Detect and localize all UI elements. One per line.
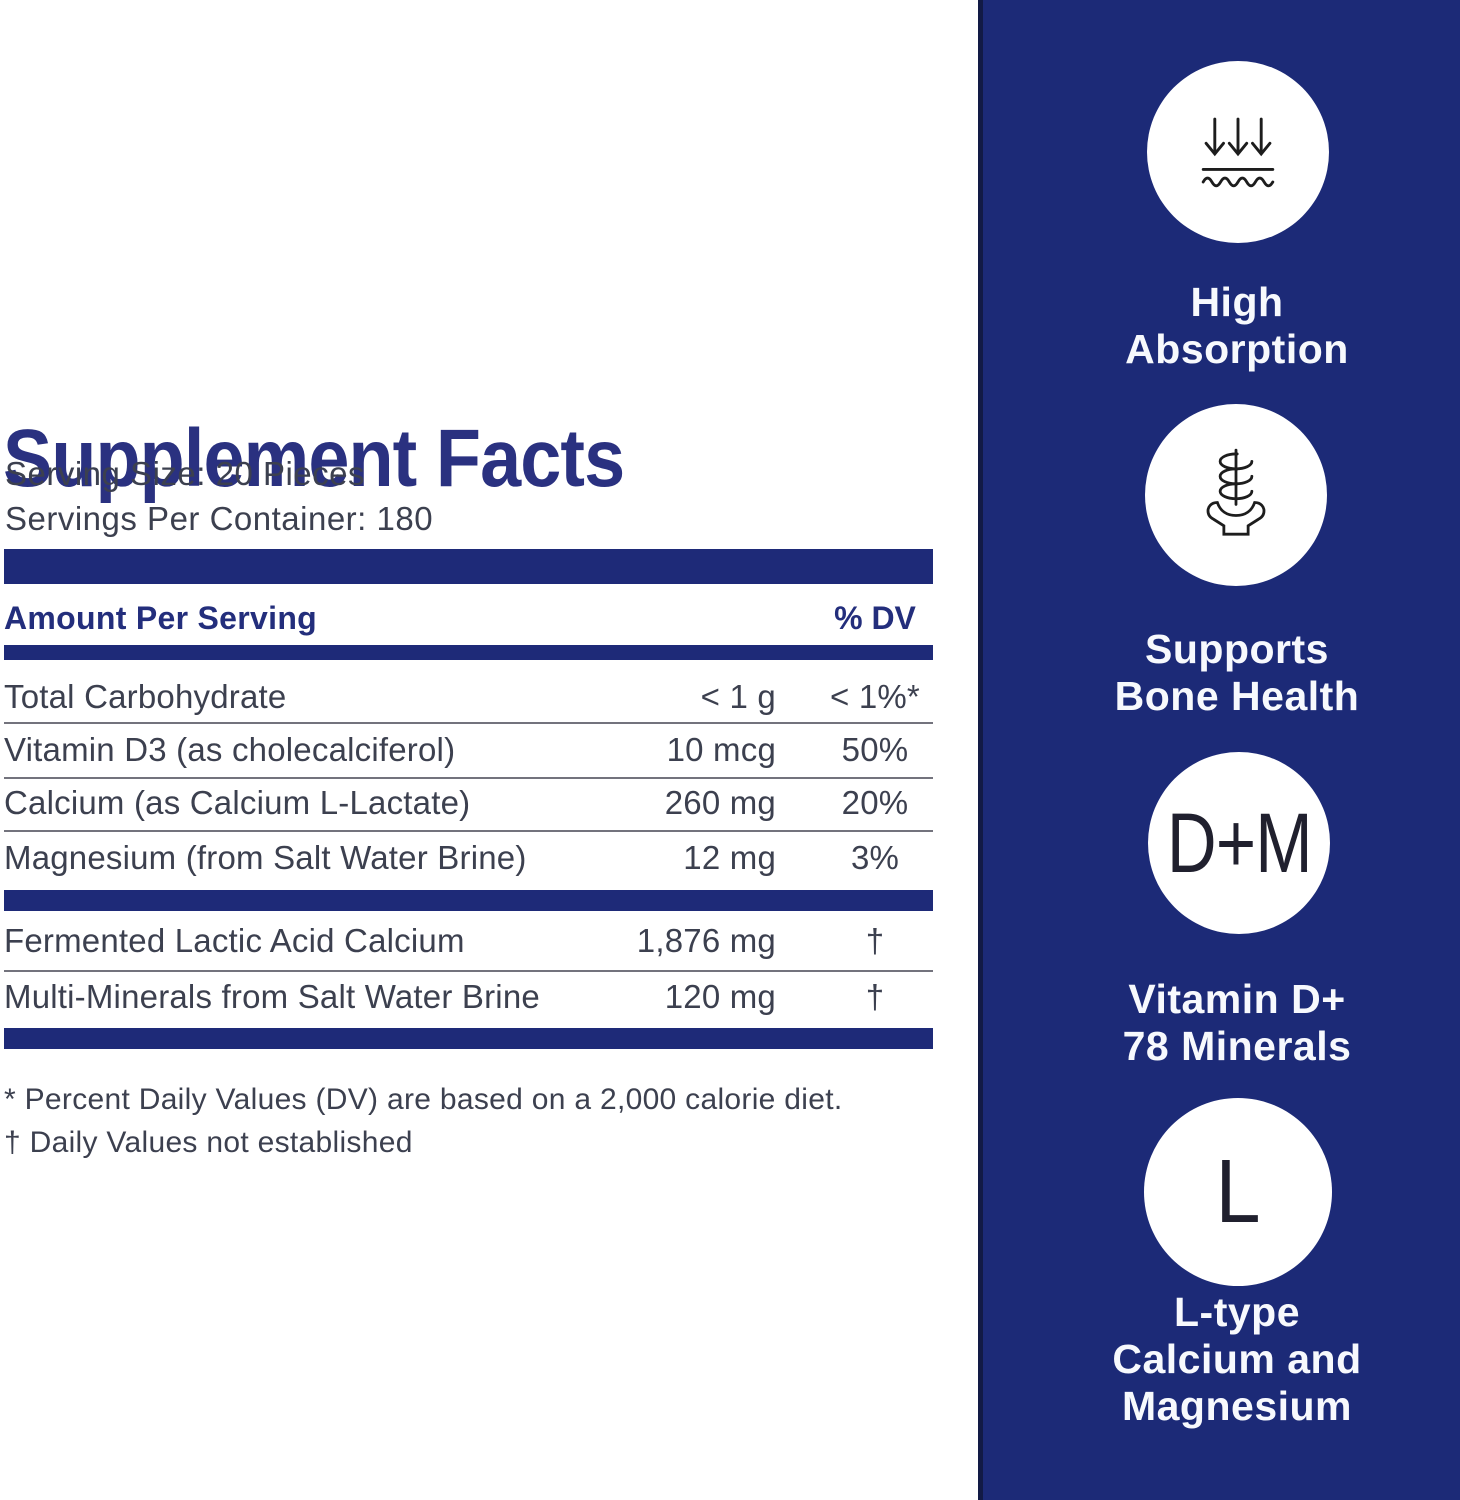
feature-label-line: Absorption [1125,326,1349,372]
feature-label-line: Vitamin D+ [1128,976,1346,1022]
feature-label-vitamin-d-minerals: Vitamin D+ 78 Minerals [996,976,1460,1070]
table-row: Multi-Minerals from Salt Water Brine 120… [4,973,933,1021]
table-row: Vitamin D3 (as cholecalciferol) 10 mcg 5… [4,726,933,774]
table-header-row: Amount Per Serving % DV [4,594,933,642]
row-dv: † [865,922,885,959]
row-separator [4,722,933,724]
feature-label-high-absorption: High Absorption [996,279,1460,373]
row-dv: † [865,978,885,1015]
serving-size-text: Serving Size: 20 Pieces [5,455,366,492]
supplement-facts-panel: Supplement Facts Serving Size: 20 Pieces… [3,412,933,1159]
row-name: Calcium (as Calcium L-Lactate) [4,784,471,821]
row-separator [4,970,933,972]
dm-letters-icon: D+M [1148,752,1330,934]
row-amount: < 1 g [700,678,776,715]
footnote-dagger: † Daily Values not established [4,1126,413,1159]
table-row: Fermented Lactic Acid Calcium 1,876 mg † [4,917,933,965]
feature-label-line: L-type [1174,1289,1300,1335]
row-name: Magnesium (from Salt Water Brine) [4,839,527,876]
row-amount: 1,876 mg [636,922,776,959]
row-name: Multi-Minerals from Salt Water Brine [4,978,540,1015]
row-name: Total Carbohydrate [4,678,287,715]
divider-bar-header [4,645,933,660]
high-absorption-icon [1147,61,1329,243]
downward-arrows-icon [1201,117,1275,188]
benefits-sidebar: High Absorption Supports Bone Health D+M… [978,0,1460,1500]
feature-label-l-type: L-type Calcium and Magnesium [996,1289,1460,1430]
column-header-dv: % DV [834,599,916,636]
row-separator [4,830,933,832]
row-name: Fermented Lactic Acid Calcium [4,922,465,959]
row-dv: 20% [841,784,909,821]
spine-icon [1206,448,1266,536]
dm-letters: D+M [1166,796,1313,890]
feature-label-line: Calcium and [1112,1336,1362,1382]
row-amount: 120 mg [664,978,776,1015]
feature-label-line: Supports [1145,626,1329,672]
l-letter: L [1215,1142,1261,1242]
l-letter-icon: L [1144,1098,1332,1286]
footnote-dv: * Percent Daily Values (DV) are based on… [4,1083,843,1116]
feature-label-line: High [1190,279,1284,325]
table-row: Calcium (as Calcium L-Lactate) 260 mg 20… [4,779,933,827]
table-row: Total Carbohydrate < 1 g < 1%* [4,673,933,721]
panel-title: Supplement Facts [3,412,625,504]
row-dv: < 1%* [830,678,920,715]
table-row: Magnesium (from Salt Water Brine) 12 mg … [4,834,933,882]
divider-bar-mid [4,890,933,911]
row-amount: 12 mg [683,839,776,876]
spine-bone-icon [1145,404,1327,586]
row-amount: 260 mg [664,784,776,821]
row-name: Vitamin D3 (as cholecalciferol) [4,731,456,768]
feature-label-line: Bone Health [1114,673,1360,719]
row-separator [4,777,933,779]
row-amount: 10 mcg [666,731,776,768]
feature-label-line: 78 Minerals [1122,1023,1352,1069]
row-dv: 3% [850,839,900,876]
servings-per-container-text: Servings Per Container: 180 [5,500,434,537]
feature-label-line: Magnesium [1121,1383,1353,1429]
divider-bar-bottom [4,1028,933,1049]
divider-bar-top [4,549,933,584]
row-dv: 50% [841,731,909,768]
column-header-amount: Amount Per Serving [4,599,318,636]
feature-label-bone-health: Supports Bone Health [996,626,1460,720]
